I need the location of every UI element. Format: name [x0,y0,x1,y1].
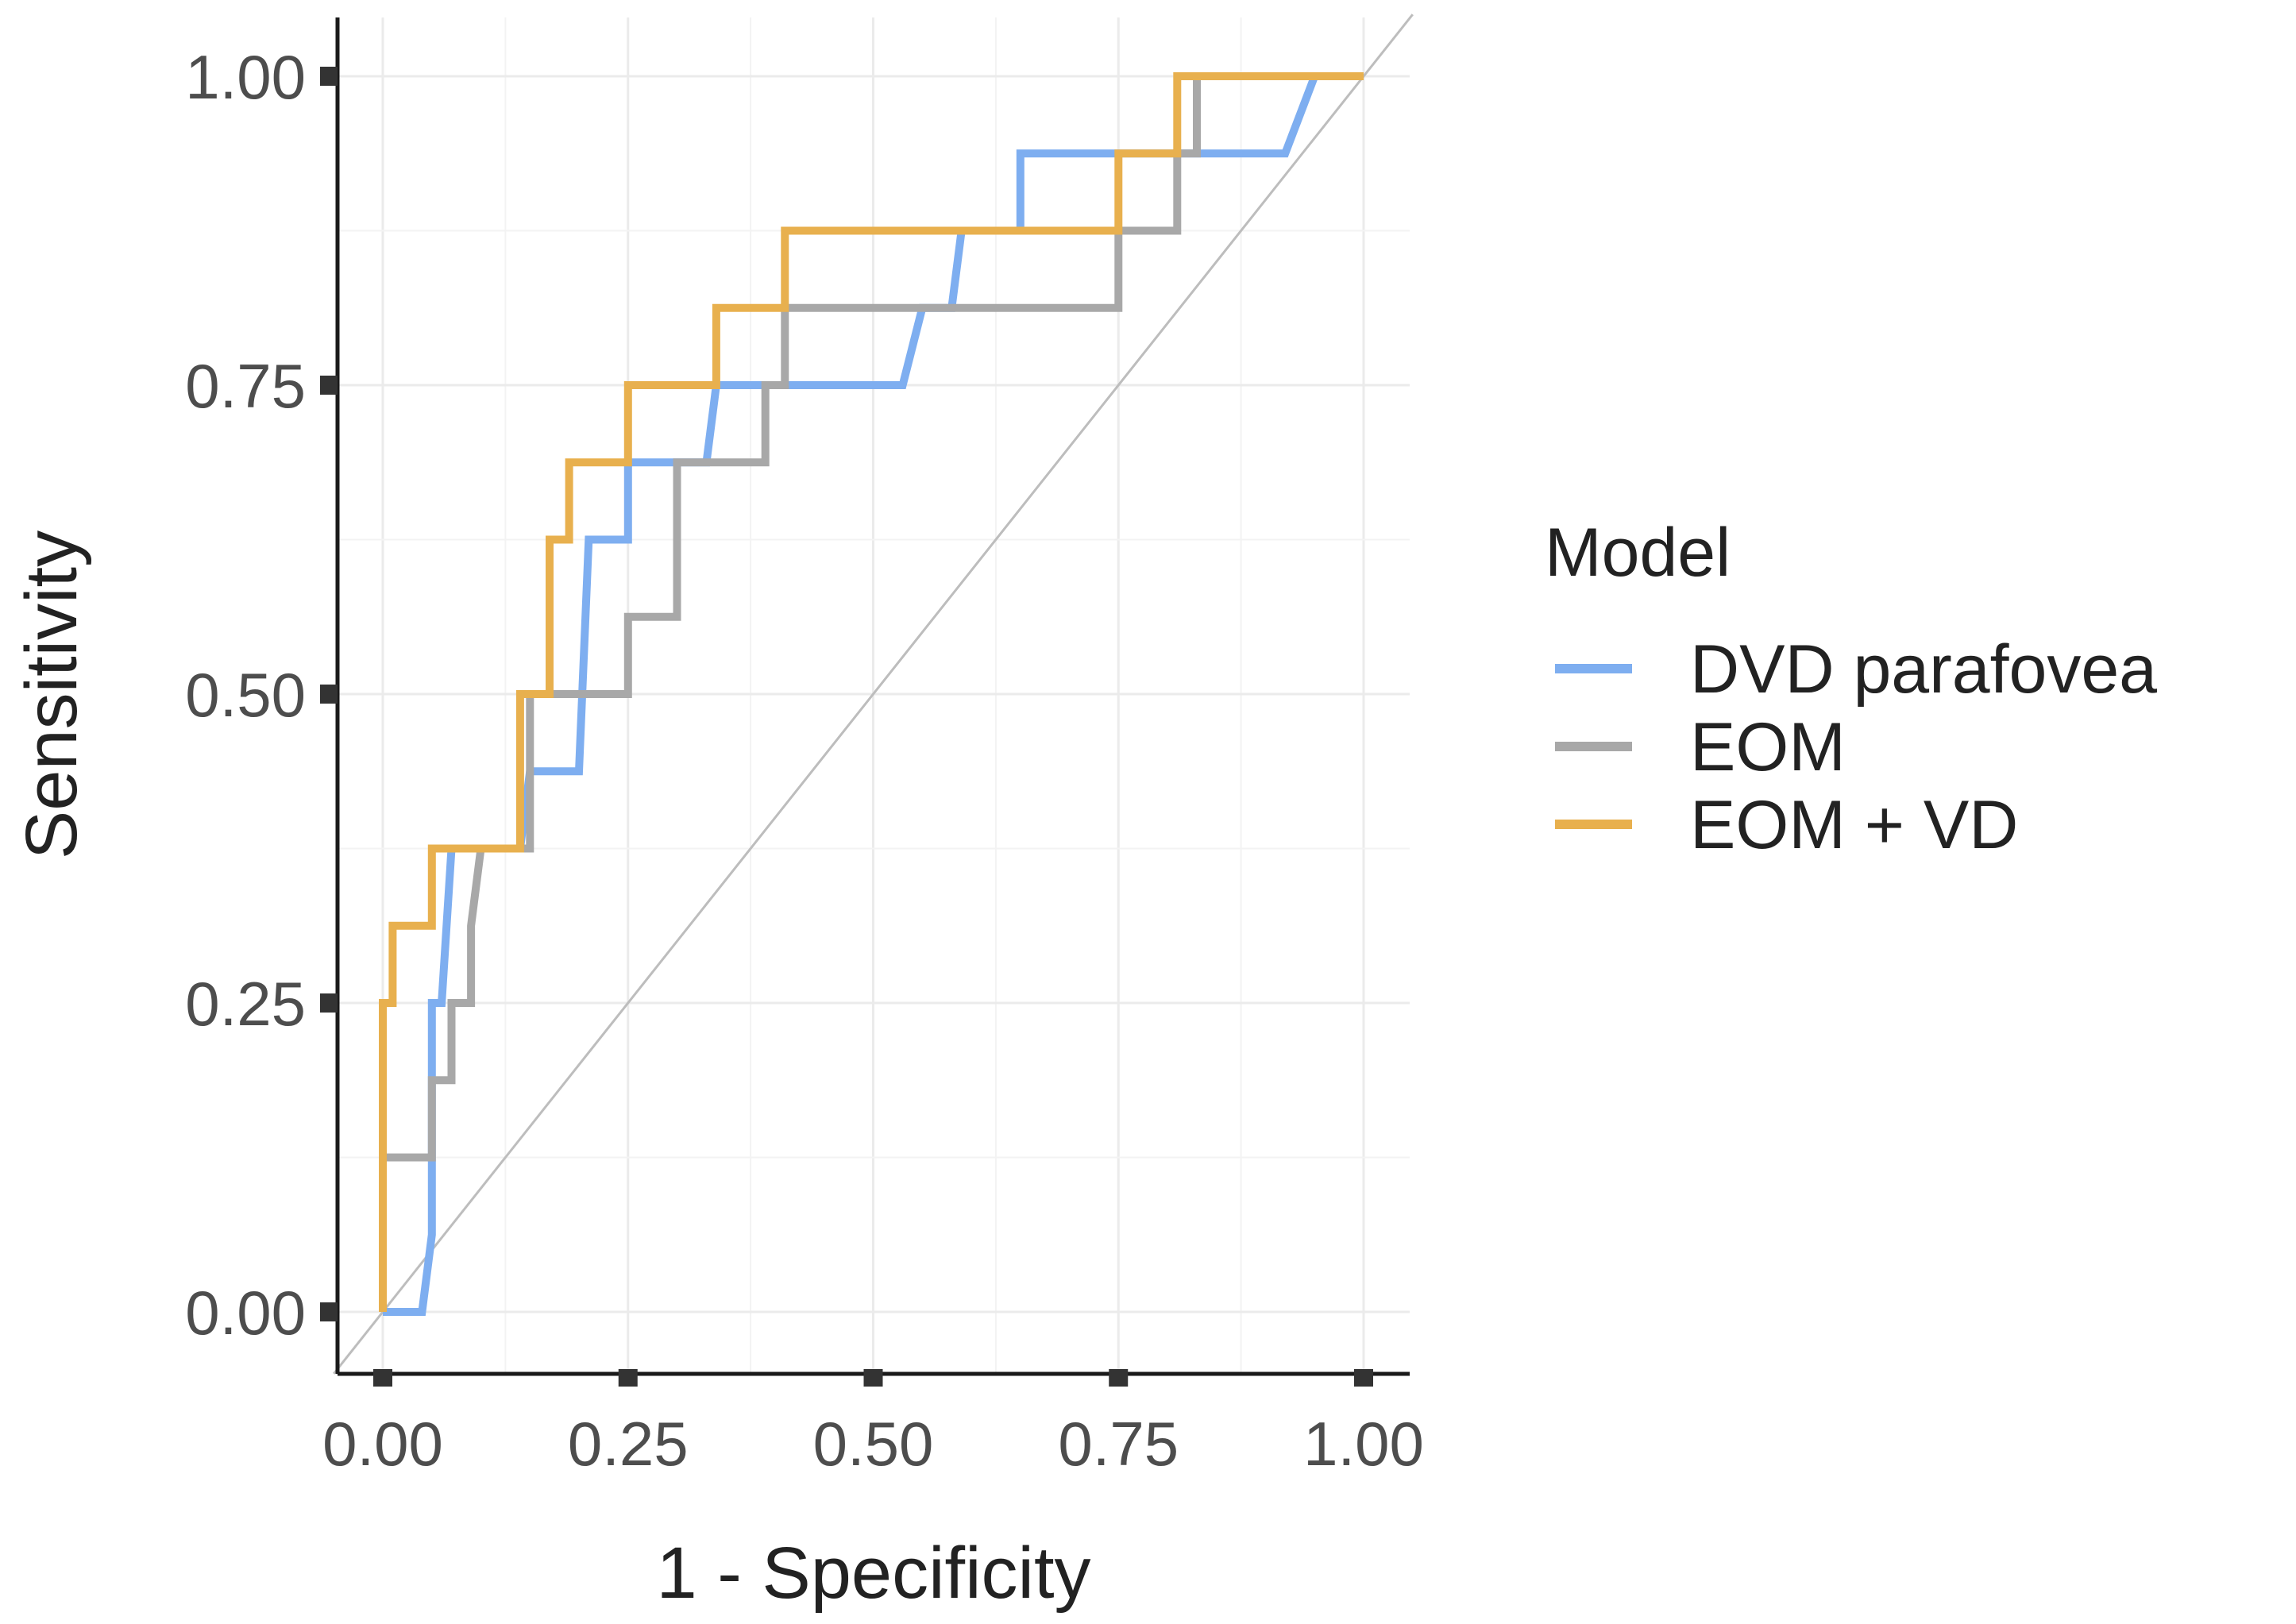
series-line-eom-vd [379,72,1364,1312]
y-tick-mark [320,685,338,704]
y-tick-label: 0.75 [185,351,306,421]
y-tick-mark [320,67,338,86]
legend-label: DVD parafovea [1690,631,2157,708]
x-tick-label: 0.75 [1058,1409,1179,1479]
y-tick-label: 1.00 [185,42,306,112]
x-tick-mark [1354,1369,1373,1387]
x-tick-mark [373,1369,392,1387]
legend-label: EOM [1690,709,1846,785]
ticks: 0.00 0.25 0.50 0.75 1.00 0.00 0.25 0.50 0.75 1.00 [185,42,1424,1479]
legend-title: Model [1545,515,1731,591]
x-tick-mark [1109,1369,1129,1387]
y-tick-mark [320,993,338,1013]
y-tick-label: 0.00 [185,1278,306,1348]
series-lines [379,72,1364,1316]
reference-diagonal-line [333,14,1414,1375]
x-tick-label: 0.00 [322,1409,443,1479]
y-tick-label: 0.50 [185,660,306,730]
y-tick-mark [320,1302,338,1321]
y-axis-title: Sensitivity [11,530,92,859]
x-tick-label: 1.00 [1303,1409,1424,1479]
legend-label: EOM + VD [1690,787,2018,863]
x-tick-label: 0.25 [568,1409,689,1479]
x-tick-mark [863,1369,883,1387]
series-line-eom [379,72,1364,1312]
y-tick-mark [320,376,338,395]
x-tick-label: 0.50 [813,1409,934,1479]
y-tick-label: 0.25 [185,969,306,1039]
x-axis-title: 1 - Specificity [656,1533,1090,1614]
x-tick-mark [618,1369,638,1387]
series-line-dvd-parafovea [383,72,1364,1316]
